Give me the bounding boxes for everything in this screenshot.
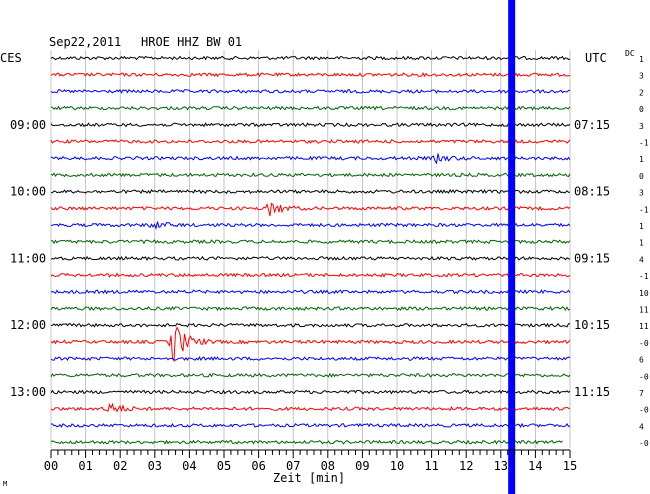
dc-offset-value: 1 bbox=[639, 155, 644, 164]
x-tick-label: 11 bbox=[424, 459, 438, 473]
dc-offset-value: -1 bbox=[639, 272, 649, 281]
trace-row bbox=[50, 439, 563, 445]
left-hour-label: 13:00 bbox=[10, 385, 46, 399]
dc-offset-value: 11 bbox=[639, 306, 649, 315]
dc-offset-value: 2 bbox=[639, 88, 644, 97]
dc-offset-value: 3 bbox=[639, 122, 644, 131]
dc-offset-value: 1 bbox=[639, 239, 644, 248]
x-tick-label: 06 bbox=[251, 459, 265, 473]
x-tick-label: 15 bbox=[563, 459, 577, 473]
x-tick-label: 10 bbox=[390, 459, 404, 473]
dc-offset-value: 4 bbox=[639, 422, 644, 431]
left-hour-label: 10:00 bbox=[10, 185, 46, 199]
trace-row bbox=[50, 105, 571, 111]
right-hour-label: 11:15 bbox=[574, 385, 610, 399]
x-tick-label: 04 bbox=[182, 459, 196, 473]
x-axis-title: Zeit [min] bbox=[273, 471, 345, 485]
dc-offset-value: 6 bbox=[639, 356, 644, 365]
trace-row bbox=[50, 202, 571, 217]
x-tick-label: 05 bbox=[217, 459, 231, 473]
dc-offset-value: -0 bbox=[639, 339, 649, 348]
dc-offset-value: 1 bbox=[639, 222, 644, 231]
trace-row bbox=[50, 239, 571, 245]
dc-offset-value: -1 bbox=[639, 139, 649, 148]
trace-row bbox=[50, 306, 571, 312]
trace-row bbox=[50, 122, 571, 128]
trace-row bbox=[50, 289, 571, 295]
dc-offset-value: 7 bbox=[639, 389, 644, 398]
left-hour-label: 09:00 bbox=[10, 118, 46, 132]
footer-mark: M bbox=[3, 480, 7, 488]
trace-row bbox=[50, 372, 571, 378]
trace-row bbox=[50, 55, 571, 61]
x-axis: 00 01 02 03 04 05 06 07 08 09 10 11 12 13 14 15 bbox=[44, 449, 577, 473]
x-tick-label: 09 bbox=[355, 459, 369, 473]
trace-row bbox=[50, 272, 571, 278]
header-date: Sep22,2011 bbox=[49, 35, 121, 49]
trace-row bbox=[50, 89, 571, 94]
trace-row bbox=[50, 221, 571, 230]
dc-offset-value: -0 bbox=[639, 439, 649, 448]
dc-header-label: DC bbox=[625, 49, 635, 58]
trace-row bbox=[50, 153, 571, 165]
trace-row bbox=[50, 138, 571, 144]
dc-offset-value: -0 bbox=[639, 372, 649, 381]
left-timezone-label: CES bbox=[0, 51, 22, 65]
dc-offset-value: 3 bbox=[639, 189, 644, 198]
trace-row bbox=[50, 356, 571, 362]
right-hour-label: 10:15 bbox=[574, 318, 610, 332]
dc-offset-value: 1 bbox=[639, 55, 644, 64]
left-hour-label: 11:00 bbox=[10, 251, 46, 265]
dc-offset-value: 10 bbox=[639, 289, 649, 298]
x-tick-label: 03 bbox=[148, 459, 162, 473]
trace-row bbox=[50, 255, 571, 261]
trace-row bbox=[50, 326, 571, 363]
dc-offset-value: 3 bbox=[639, 72, 644, 81]
trace-row bbox=[50, 71, 571, 78]
x-tick-label: 08 bbox=[321, 459, 335, 473]
x-tick-label: 13 bbox=[494, 459, 508, 473]
header-station: HROE HHZ BW 01 bbox=[141, 35, 242, 49]
current-time-bar bbox=[508, 0, 516, 494]
x-tick-label: 07 bbox=[286, 459, 300, 473]
dc-offset-value: 0 bbox=[639, 105, 644, 114]
trace-row bbox=[50, 322, 570, 328]
x-tick-label: 14 bbox=[528, 459, 542, 473]
trace-row bbox=[50, 402, 571, 413]
x-tick-label: 12 bbox=[459, 459, 473, 473]
right-hour-label: 09:15 bbox=[574, 251, 610, 265]
current-time-marker bbox=[508, 0, 516, 494]
chart-labels: 09:00 10:00 11:00 12:00 13:00 07:15 08:15 09:15… bbox=[10, 55, 649, 448]
trace-row bbox=[50, 189, 570, 195]
dc-offset-value: 4 bbox=[639, 255, 644, 264]
trace-row bbox=[50, 172, 571, 178]
seismic-traces bbox=[50, 55, 571, 445]
x-tick-label: 02 bbox=[113, 459, 127, 473]
dc-offset-value: 11 bbox=[639, 322, 649, 331]
dc-offset-value: -0 bbox=[639, 406, 649, 415]
chart-grid bbox=[50, 50, 571, 448]
right-hour-label: 08:15 bbox=[574, 185, 610, 199]
x-tick-label: 00 bbox=[44, 459, 58, 473]
x-tick-label: 01 bbox=[78, 459, 92, 473]
left-hour-label: 12:00 bbox=[10, 318, 46, 332]
trace-row bbox=[50, 389, 571, 395]
right-timezone-label: UTC bbox=[585, 51, 607, 65]
dc-offset-value: 0 bbox=[639, 172, 644, 181]
dc-offset-value: -1 bbox=[639, 205, 649, 214]
trace-row bbox=[51, 422, 571, 429]
right-hour-label: 07:15 bbox=[574, 118, 610, 132]
